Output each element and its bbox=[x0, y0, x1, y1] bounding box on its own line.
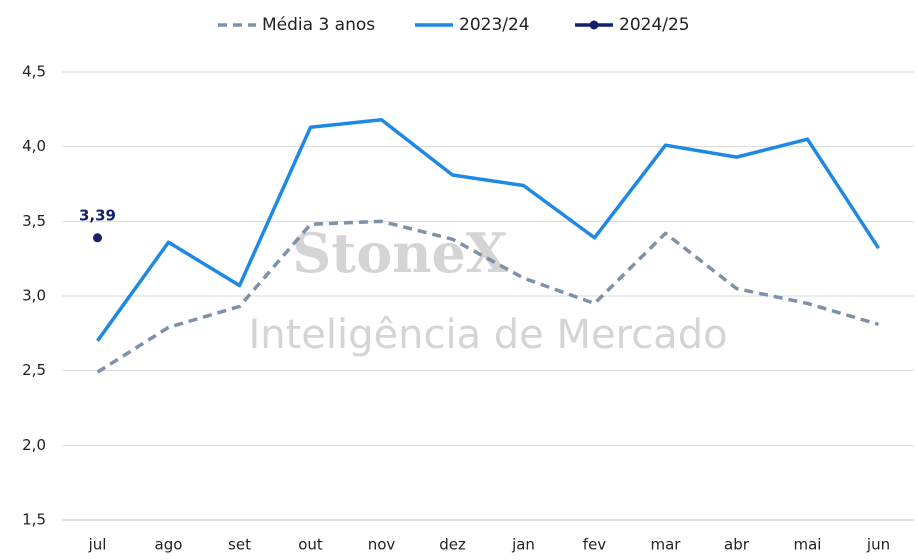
data-point bbox=[93, 233, 102, 243]
x-tick-label: jun bbox=[866, 536, 890, 554]
legend-label: 2023/24 bbox=[459, 15, 530, 35]
y-tick-label: 4,0 bbox=[22, 137, 46, 155]
x-tick-label: set bbox=[228, 536, 251, 554]
x-tick-label: ago bbox=[155, 536, 183, 554]
watermark-subtitle: Inteligência de Mercado bbox=[248, 312, 727, 358]
x-tick-label: jan bbox=[511, 536, 535, 554]
series-line bbox=[96, 219, 879, 374]
watermark: StoneX bbox=[292, 221, 508, 285]
legend-label: Média 3 anos bbox=[262, 15, 375, 35]
y-tick-label: 1,5 bbox=[22, 511, 46, 529]
x-tick-label: mai bbox=[794, 536, 822, 554]
y-tick-label: 4,5 bbox=[22, 63, 46, 81]
x-tick-label: nov bbox=[368, 536, 396, 554]
x-tick-label: abr bbox=[724, 536, 750, 554]
x-tick-label: jul bbox=[88, 536, 107, 554]
y-tick-label: 3,5 bbox=[22, 212, 46, 230]
x-tick-label: out bbox=[298, 536, 323, 554]
x-tick-label: fev bbox=[583, 536, 607, 554]
data-label: 3,39 bbox=[79, 206, 116, 224]
series-line bbox=[96, 118, 880, 342]
y-tick-label: 2,5 bbox=[22, 361, 46, 379]
legend-marker bbox=[589, 20, 599, 30]
y-tick-label: 3,0 bbox=[22, 287, 46, 305]
legend-label: 2024/25 bbox=[619, 15, 690, 35]
x-tick-label: dez bbox=[439, 536, 466, 554]
x-tick-label: mar bbox=[651, 536, 682, 554]
y-tick-label: 2,0 bbox=[22, 436, 46, 454]
